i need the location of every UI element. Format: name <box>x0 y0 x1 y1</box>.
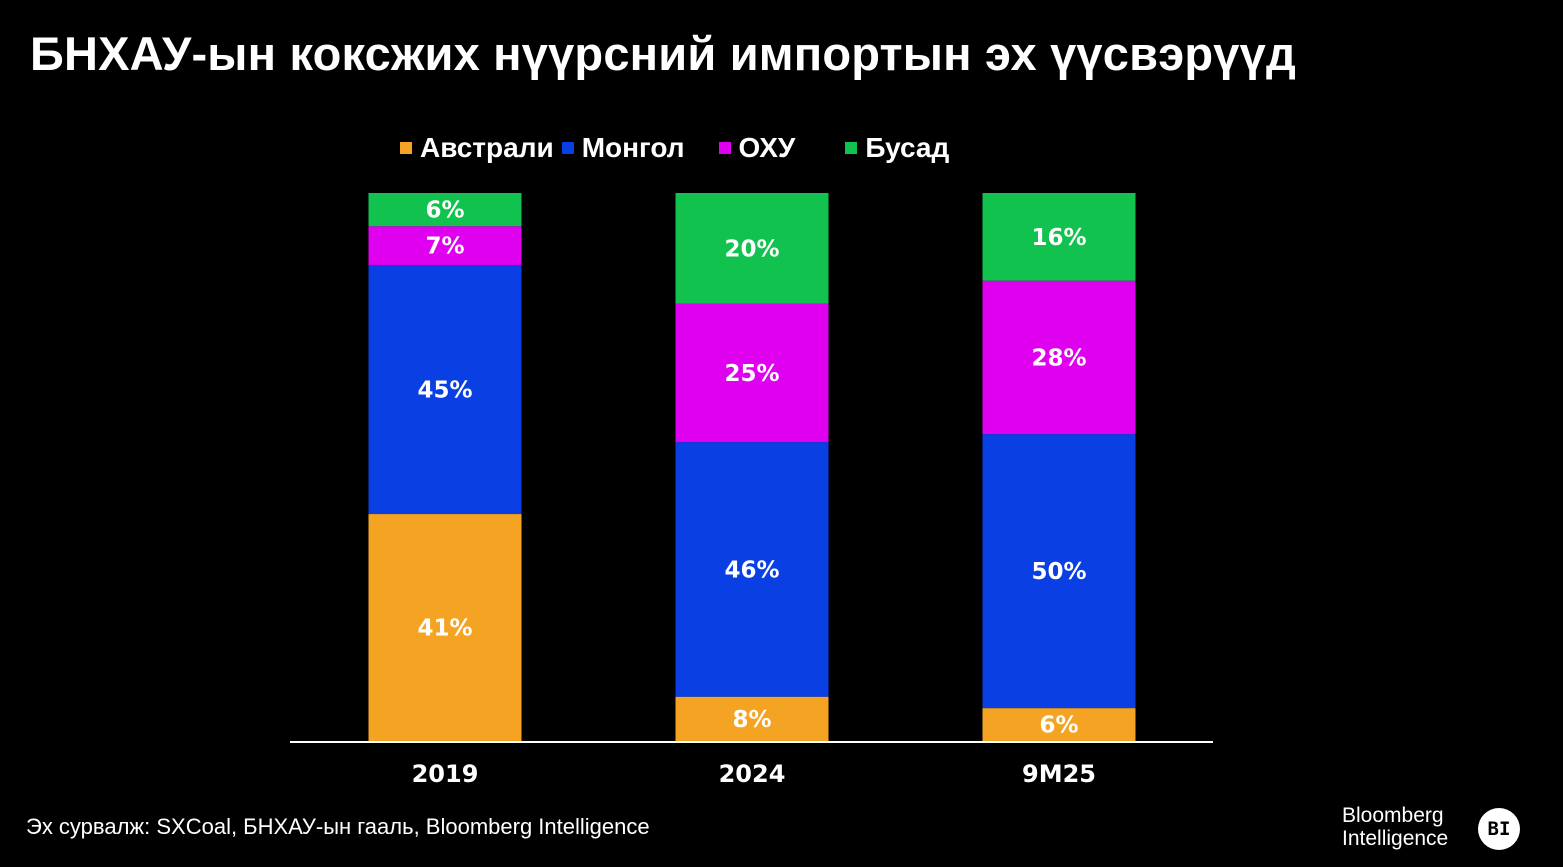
chart-title: БНХАУ-ын коксжих нүүрсний импортын эх үү… <box>30 27 1296 80</box>
data-label-9M25-ОХУ: 28% <box>1031 345 1086 371</box>
brand-line-2: Intelligence <box>1342 827 1449 850</box>
data-label-2019-Бусад: 6% <box>425 198 464 224</box>
data-label-2019-ОХУ: 7% <box>425 234 464 260</box>
chart-legend: Австрали Монгол ОХУ Бусад <box>400 128 983 168</box>
brand-line-1: Bloomberg <box>1342 804 1444 827</box>
bar-segment-2024-Австрали <box>675 696 829 741</box>
data-label-2019-Монгол: 45% <box>417 378 472 404</box>
bi-logo-icon: BI <box>1478 808 1520 850</box>
data-label-9M25-Монгол: 50% <box>1031 559 1086 585</box>
bar-segment-2024-ОХУ <box>675 303 829 443</box>
legend-item-mongolia: Монгол <box>561 132 685 164</box>
data-label-2024-Бусад: 20% <box>724 236 779 262</box>
legend-label-mongolia: Монгол <box>581 132 685 163</box>
bar-segment-2019-Монгол <box>368 264 522 515</box>
legend-swatch-russia <box>718 142 731 154</box>
data-label-2024-ОХУ: 25% <box>724 361 779 387</box>
bar-segment-9M25-Монгол <box>982 434 1136 709</box>
legend-item-other: Бусад <box>845 132 949 164</box>
bar-segment-2019-Австрали <box>368 514 522 741</box>
bar-segment-2024-Бусад <box>675 193 829 304</box>
bar-segment-9M25-Бусад <box>982 193 1136 281</box>
legend-swatch-other <box>845 142 858 154</box>
legend-swatch-mongolia <box>561 142 574 154</box>
brand-logo-text: Bloomberg Intelligence <box>1342 804 1448 850</box>
bar-segment-9M25-Австрали <box>982 708 1136 741</box>
source-note: Эх сурвалж: SXCoal, БНХАУ-ын гааль, Bloo… <box>26 814 650 839</box>
bar-segment-2019-Бусад <box>368 193 522 227</box>
bar-segment-9M25-ОХУ <box>982 280 1136 435</box>
x-tick-label-2024: 2024 <box>719 760 786 788</box>
legend-label-russia: ОХУ <box>738 132 796 163</box>
legend-label-other: Бусад <box>865 132 950 163</box>
x-tick-label-9M25: 9M25 <box>1022 760 1096 788</box>
legend-item-australia: Австрали <box>400 132 554 164</box>
data-label-9M25-Австрали: 6% <box>1039 713 1078 739</box>
legend-swatch-australia <box>400 142 412 154</box>
x-tick-label-2019: 2019 <box>412 760 479 788</box>
data-label-9M25-Бусад: 16% <box>1031 225 1086 251</box>
data-label-2024-Австрали: 8% <box>732 707 771 733</box>
bar-segment-2019-ОХУ <box>368 226 522 265</box>
legend-label-australia: Австрали <box>420 132 554 163</box>
data-label-2019-Австрали: 41% <box>417 616 472 642</box>
data-label-2024-Монгол: 46% <box>724 557 779 583</box>
bar-segment-2024-Монгол <box>675 442 829 697</box>
legend-item-russia: ОХУ <box>718 132 796 164</box>
